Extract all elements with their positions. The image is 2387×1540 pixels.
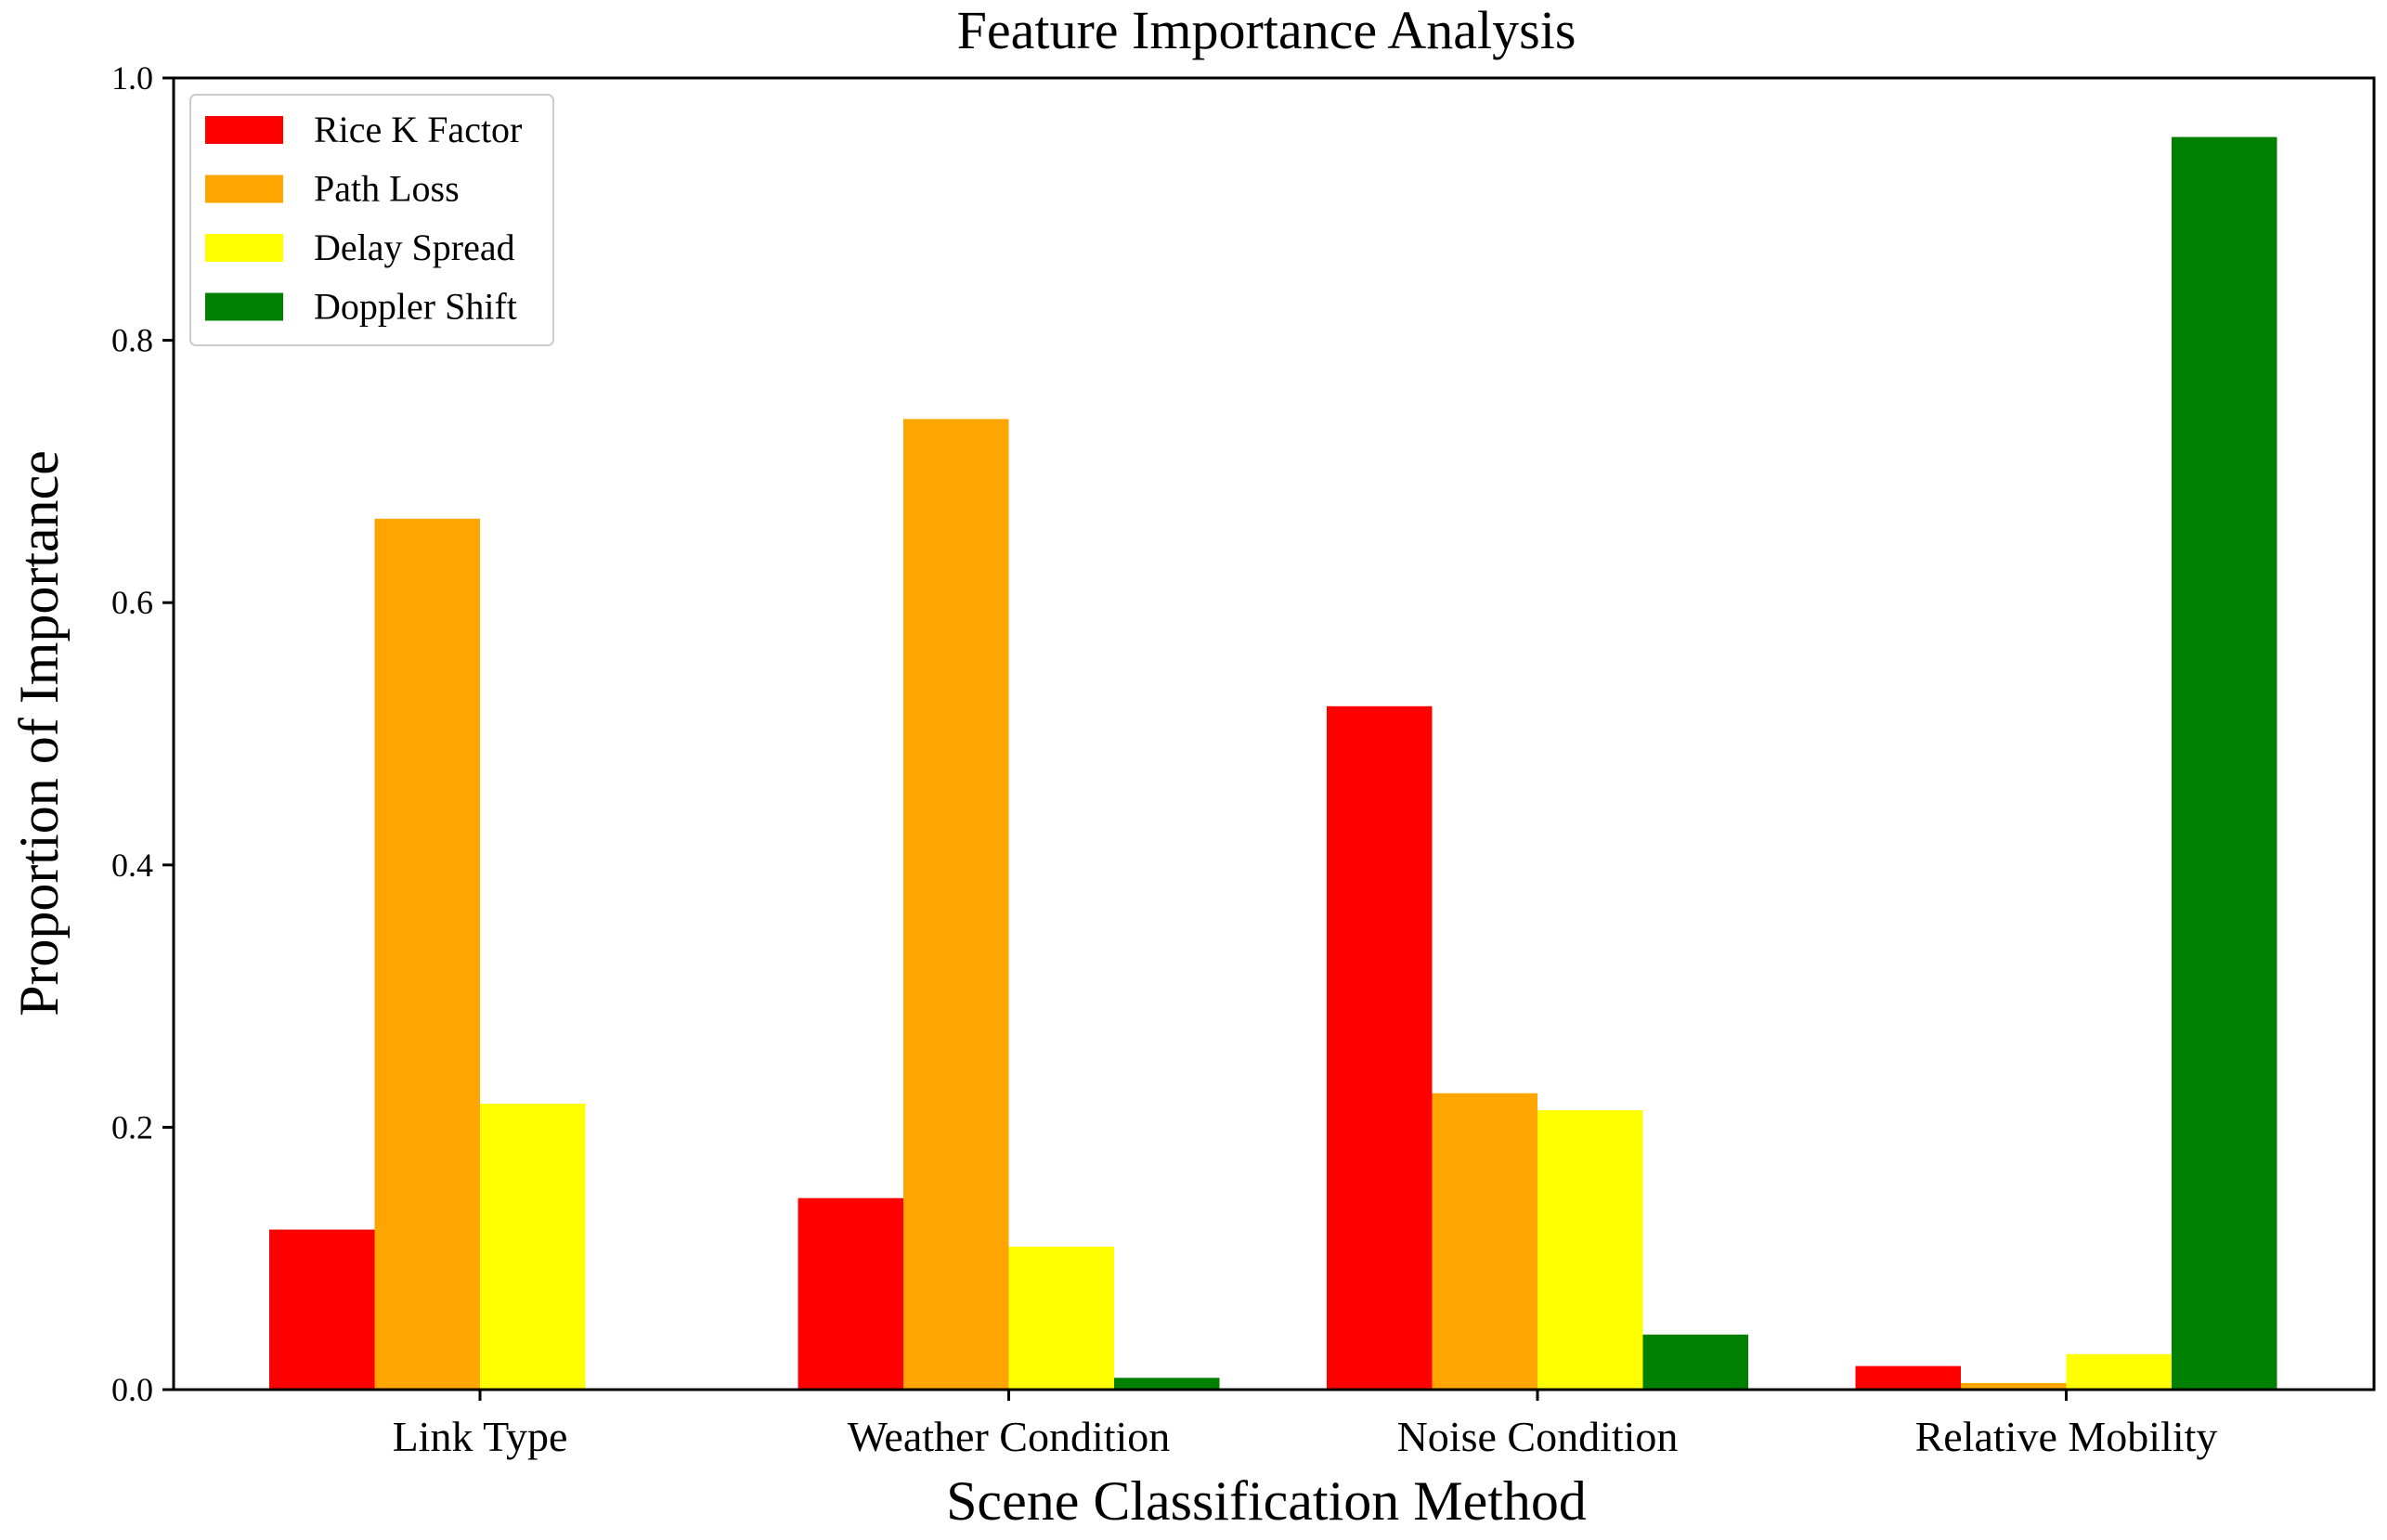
y-axis-title: Proportion of Importance <box>8 450 70 1016</box>
y-tick-label: 0.6 <box>111 584 153 621</box>
bar-delay-spread-link-type <box>480 1104 586 1390</box>
legend-swatch-doppler-shift <box>205 292 283 321</box>
bar-doppler-shift-noise-condition <box>1642 1334 1748 1390</box>
bar-path-loss-weather-condition <box>903 419 1009 1390</box>
x-tick-label-relative-mobility: Relative Mobility <box>1915 1413 2218 1460</box>
bars-layer <box>269 136 2277 1391</box>
y-tick-label: 0.8 <box>111 322 153 359</box>
bar-doppler-shift-weather-condition <box>1114 1378 1220 1390</box>
bar-path-loss-link-type <box>374 518 480 1390</box>
bar-path-loss-noise-condition <box>1432 1093 1537 1390</box>
bar-path-loss-relative-mobility <box>1961 1382 2067 1390</box>
y-tick-label: 1.0 <box>111 59 153 97</box>
chart-title: Feature Importance Analysis <box>957 0 1576 60</box>
y-axis: 0.0 0.2 0.4 0.6 0.8 1.0 <box>111 59 174 1408</box>
bar-delay-spread-relative-mobility <box>2066 1353 2172 1390</box>
legend-label-doppler-shift: Doppler Shift <box>314 286 517 328</box>
y-tick-label: 0.0 <box>111 1371 153 1408</box>
legend-label-rice-k-factor: Rice K Factor <box>314 109 522 150</box>
legend-label-delay-spread: Delay Spread <box>314 226 515 268</box>
bar-rice-k-factor-noise-condition <box>1327 705 1433 1390</box>
legend-swatch-delay-spread <box>205 234 283 262</box>
legend-swatch-path-loss <box>205 175 283 203</box>
bar-rice-k-factor-weather-condition <box>798 1197 903 1390</box>
legend-frame <box>189 94 554 346</box>
legend-label-path-loss: Path Loss <box>314 168 460 210</box>
bar-delay-spread-noise-condition <box>1537 1110 1643 1390</box>
x-tick-label-noise-condition: Noise Condition <box>1397 1413 1679 1460</box>
bar-rice-k-factor-link-type <box>269 1229 375 1390</box>
x-axis-title: Scene Classification Method <box>946 1470 1587 1532</box>
x-axis: Link Type Weather Condition Noise Conditio… <box>393 1390 2218 1460</box>
legend: Rice K Factor Path Loss Delay Spread Dopple… <box>189 94 554 346</box>
legend-swatch-rice-k-factor <box>205 116 283 144</box>
bar-delay-spread-weather-condition <box>1008 1247 1114 1390</box>
x-tick-label-weather-condition: Weather Condition <box>848 1413 1171 1460</box>
plot-frame <box>172 76 2376 1391</box>
y-tick-label: 0.2 <box>111 1108 153 1145</box>
bar-rice-k-factor-relative-mobility <box>1855 1365 1961 1390</box>
y-tick-label: 0.4 <box>111 847 153 884</box>
x-tick-label-link-type: Link Type <box>393 1413 568 1460</box>
bar-doppler-shift-relative-mobility <box>2172 136 2277 1391</box>
